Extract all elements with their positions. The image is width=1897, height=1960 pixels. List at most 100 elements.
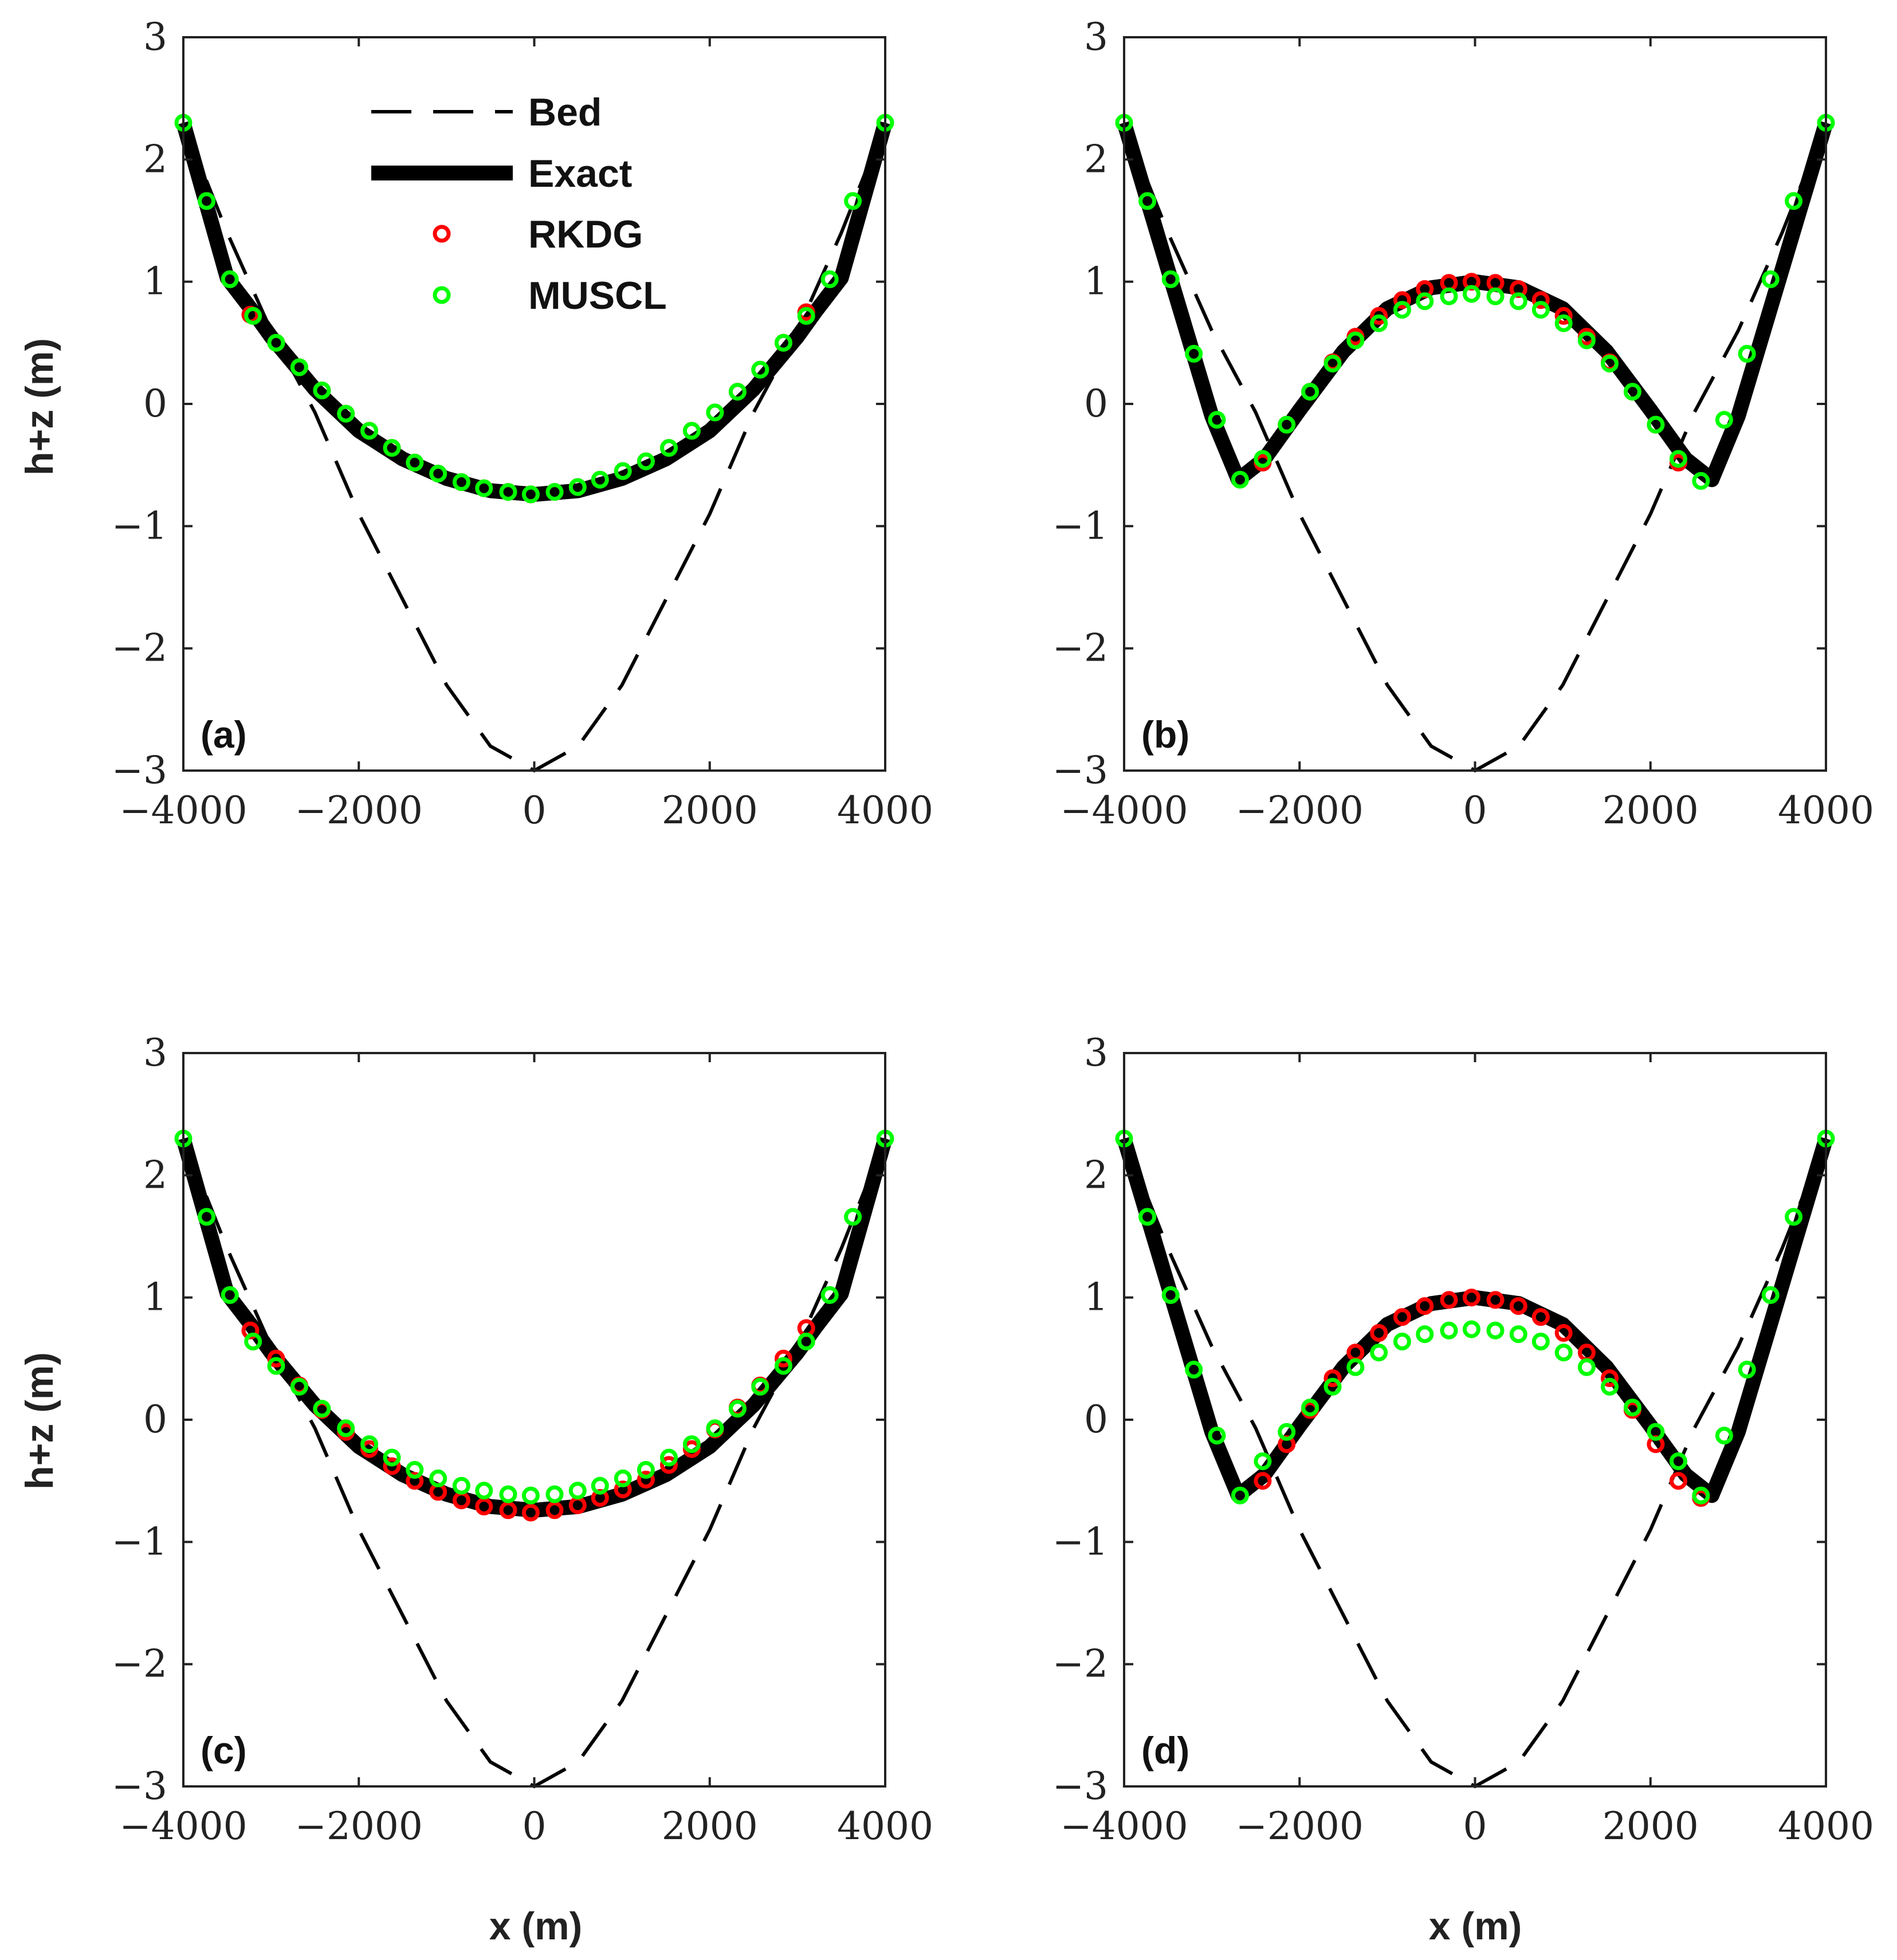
panel-c-muscl-point xyxy=(290,1377,308,1396)
panel-a-muscl-point xyxy=(383,439,401,457)
panel-b-xtick-label: −2000 xyxy=(1236,788,1364,832)
panel-b-rkdg-point xyxy=(1393,291,1411,309)
panel-d-xtick-label: 4000 xyxy=(1778,1804,1874,1848)
panel-a-muscl-point xyxy=(637,452,655,470)
panel-b-xtick-label: 4000 xyxy=(1778,788,1874,832)
panel-a-ytick-label: 3 xyxy=(143,15,167,59)
panel-c-muscl-point xyxy=(682,1435,701,1454)
panel-b-muscl-point xyxy=(1370,314,1388,332)
panel-a-muscl-point xyxy=(360,422,379,440)
panel-b-muscl-point xyxy=(1462,285,1480,303)
panel-c-xtick-label: 0 xyxy=(523,1804,547,1848)
panel-d-rkdg-point xyxy=(1486,1291,1505,1309)
panel-a-muscl-point xyxy=(591,470,609,489)
panel-d-muscl-point xyxy=(1185,1361,1203,1378)
panel-c-rkdg-point xyxy=(475,1498,493,1515)
panel-b-ytick-label: 1 xyxy=(1084,260,1108,304)
panel-a-muscl-point xyxy=(313,382,331,399)
panel-d-muscl-point xyxy=(1647,1423,1665,1441)
panel-d-rkdg-point xyxy=(1440,1291,1458,1309)
panel-c-muscl-point xyxy=(568,1482,587,1500)
panel-a-muscl-point xyxy=(267,333,285,352)
panel-d-xtick-label: −2000 xyxy=(1236,1804,1364,1848)
legend-muscl-label: MUSCL xyxy=(528,274,667,317)
panel-a-muscl-point xyxy=(820,270,839,288)
panel-c-label: (c) xyxy=(201,1729,247,1772)
panel-c-ytick-label: 0 xyxy=(143,1397,167,1441)
panel-a-muscl-point xyxy=(475,479,493,497)
panel-d-rkdg-point xyxy=(1554,1324,1573,1342)
panel-a-muscl-point xyxy=(244,307,262,325)
panel-a-muscl-point xyxy=(614,462,632,480)
legend: Bed Exact RKDG MUSCL xyxy=(371,91,667,317)
panel-a-muscl-point xyxy=(728,383,747,401)
panel-d-rkdg-point xyxy=(1416,1297,1434,1315)
panel-b-muscl-point xyxy=(1161,270,1180,288)
panel-d-rkdg-point xyxy=(1531,1308,1550,1326)
legend-exact-label: Exact xyxy=(528,152,632,195)
panel-c-muscl-point xyxy=(774,1357,792,1375)
panel-c-rkdg-point xyxy=(499,1501,517,1519)
panel-d-muscl-point xyxy=(1138,1208,1157,1226)
panel-d-muscl-point xyxy=(1208,1427,1226,1445)
panel-a-muscl-point xyxy=(429,465,447,483)
panel-d-ytick-label: −2 xyxy=(1052,1642,1108,1686)
panel-c-xtick-label: 2000 xyxy=(662,1804,758,1848)
panel-d-muscl-point xyxy=(1669,1452,1687,1470)
panel-c-rkdg-point xyxy=(521,1503,540,1522)
panel-d-ytick-label: 3 xyxy=(1084,1031,1108,1075)
panel-b-rkdg-point xyxy=(1370,307,1388,325)
panel-d-muscl-point xyxy=(1231,1486,1249,1505)
panel-b-muscl-point xyxy=(1393,301,1411,319)
panel-c-rkdg-point xyxy=(267,1349,285,1368)
panel-b-muscl-point xyxy=(1715,411,1733,429)
panel-b-label: (b) xyxy=(1141,713,1189,756)
panel-c-muscl-point xyxy=(475,1482,493,1500)
panel-d-ytick-label: −1 xyxy=(1052,1519,1108,1564)
panel-d-label: (d) xyxy=(1141,1729,1189,1772)
panel-a-label: (a) xyxy=(201,713,247,756)
panel-a-xtick-label: 0 xyxy=(523,788,547,832)
panel-b-muscl-point xyxy=(1301,383,1319,401)
panel-b-ytick-label: −2 xyxy=(1052,626,1108,670)
panel-c-rkdg-point xyxy=(383,1457,401,1475)
panel-b-muscl-point xyxy=(1138,192,1157,210)
panel-d-muscl-point xyxy=(1761,1286,1780,1304)
legend-rkdg-marker xyxy=(433,225,451,243)
panel-c-muscl-point xyxy=(452,1476,470,1495)
panel-b-muscl-point xyxy=(1785,192,1803,210)
panel-c-ytick-label: 3 xyxy=(143,1031,167,1075)
panel-b-muscl-point xyxy=(1509,292,1527,311)
panel-c-muscl-point xyxy=(521,1486,540,1505)
panel-b-muscl-point xyxy=(1278,415,1296,434)
panel-d-rkdg-point xyxy=(1669,1472,1687,1490)
panel-d-muscl-point xyxy=(1323,1377,1342,1396)
panel-d-muscl-point xyxy=(1531,1333,1550,1350)
panel-a-muscl-point xyxy=(499,483,517,501)
panel-a-muscl-point xyxy=(452,473,470,491)
panel-a-muscl-point xyxy=(545,483,564,501)
panel-c-xtick-label: 4000 xyxy=(837,1804,933,1848)
panel-b-xtick-label: 2000 xyxy=(1603,788,1699,832)
panel-b-muscl-point xyxy=(1323,355,1342,373)
panel-c-rkdg-point xyxy=(637,1471,655,1488)
panel-d-muscl-point xyxy=(1370,1344,1388,1362)
panel-a-muscl-point xyxy=(774,333,792,352)
panel-d-rkdg-point xyxy=(1370,1324,1388,1342)
panel-b-ytick-label: −1 xyxy=(1052,504,1108,548)
panel-c-muscl-point xyxy=(591,1476,609,1495)
panel-b-muscl-point xyxy=(1254,450,1272,468)
panel-d-muscl-point xyxy=(1601,1377,1619,1396)
panel-d-muscl-point xyxy=(1785,1208,1803,1226)
panel-d-xtick-label: −4000 xyxy=(1060,1804,1188,1848)
panel-c-muscl-point xyxy=(337,1419,355,1437)
panel-c-ytick-label: 2 xyxy=(143,1153,167,1197)
panel-c-muscl-point xyxy=(614,1469,632,1487)
panel-b-muscl-point xyxy=(1692,472,1710,490)
panel-c-muscl-point xyxy=(244,1333,262,1350)
panel-d-muscl-point xyxy=(1346,1358,1365,1376)
panel-d-muscl-point xyxy=(1440,1321,1458,1340)
panel-b-rkdg-point xyxy=(1531,291,1550,309)
